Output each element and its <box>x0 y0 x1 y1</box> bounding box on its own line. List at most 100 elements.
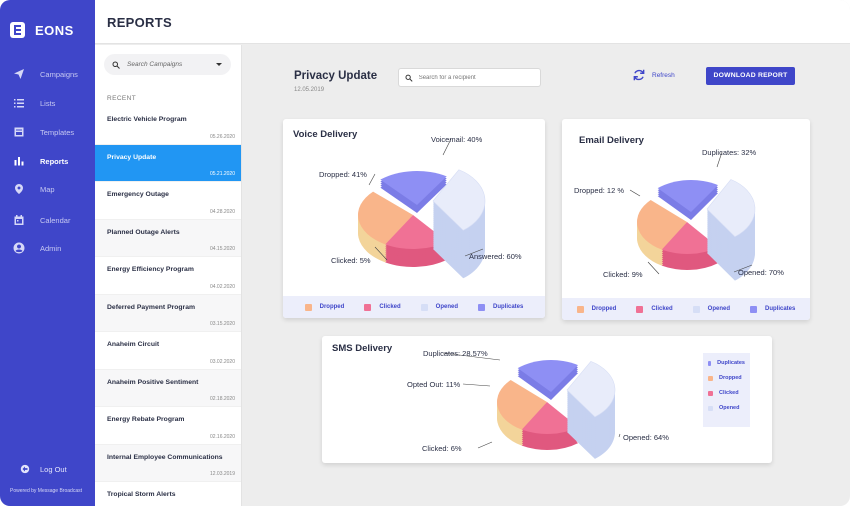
label-leader-line <box>464 248 484 257</box>
pie-label-opened: Answered: 60% <box>469 252 522 261</box>
legend-clicked: Clicked <box>708 390 745 396</box>
paper-plane-icon <box>10 66 28 82</box>
campaign-date: 03.15.2020 <box>209 321 235 327</box>
campaign-list-item[interactable]: Anaheim Positive Sentiment 02.18.2020 <box>95 369 241 407</box>
campaign-date: 04.28.2020 <box>209 208 235 215</box>
legend-duplicates-label: Duplicates <box>765 306 796 312</box>
campaign-list-item[interactable]: Energy Efficiency Program 04.02.2020 <box>95 257 241 295</box>
recipient-search[interactable] <box>398 68 541 87</box>
campaign-name: Internal Employee Communications <box>107 453 223 461</box>
campaign-date: 02.18.2020 <box>209 396 235 402</box>
nav-item-admin[interactable]: Admin <box>10 239 61 257</box>
opened-swatch <box>692 305 700 313</box>
nav-label-calendar: Calendar <box>40 215 71 225</box>
powered-by: Powered by Message Broadcast <box>10 488 82 494</box>
left-nav: EONS Campaigns Lists Templates Reports M… <box>0 0 95 506</box>
campaign-list-item[interactable]: Privacy Update 05.21.2020 <box>95 144 241 182</box>
nav-item-map[interactable]: Map <box>10 180 55 198</box>
logout-button[interactable]: Log Out <box>20 464 67 474</box>
legend-dropped-label: Dropped <box>719 375 742 381</box>
campaign-name: Tropical Storm Alerts <box>107 491 176 498</box>
nav-item-templates[interactable]: Templates <box>10 123 74 141</box>
legend-duplicates-label: Duplicates <box>717 360 745 366</box>
logout-label: Log Out <box>40 464 67 474</box>
report-title: Privacy Update <box>294 70 378 82</box>
campaign-date: 02.16.2020 <box>209 433 235 440</box>
legend-opened: Opened <box>708 405 745 411</box>
nav-item-lists[interactable]: Lists <box>10 94 55 112</box>
logout-icon <box>20 464 30 474</box>
campaign-date: 12.03.2019 <box>209 471 235 477</box>
label-leader-line <box>477 441 493 449</box>
legend-clicked-label: Clicked <box>719 390 739 396</box>
label-leader-line <box>374 246 388 261</box>
voice-delivery-card: Voice Delivery Dropped: 41% Clicked: 5% An… <box>283 119 545 318</box>
campaign-list-panel: RECENT Electric Vehicle Program 05.26.202… <box>95 45 242 506</box>
pie-slice-clicked <box>521 402 579 434</box>
campaign-list-item[interactable]: Emergency Outage 04.28.2020 <box>95 182 241 220</box>
campaign-list-item[interactable]: Internal Employee Communications 12.03.20… <box>95 444 241 482</box>
campaign-date: 04.15.2020 <box>209 246 235 252</box>
legend-opened: Opened <box>692 305 730 313</box>
pie-label-opened: Opened: 64% <box>623 433 669 442</box>
pie-slice-dropped <box>497 379 547 430</box>
campaign-name: Anaheim Circuit <box>107 341 160 348</box>
campaign-list-item[interactable]: Anaheim Circuit 03.02.2020 <box>95 332 241 370</box>
dropped-swatch <box>304 303 312 311</box>
nav-label-map: Map <box>40 184 55 194</box>
campaign-list-item[interactable]: Energy Rebate Program 02.16.2020 <box>95 407 241 445</box>
download-report-button[interactable]: DOWNLOAD REPORT <box>706 67 795 85</box>
pie-label-dropped: Opted Out: 11% <box>407 380 461 389</box>
pie-slice-dropped <box>637 199 687 250</box>
bar-chart-icon <box>10 153 28 169</box>
search-icon <box>405 74 413 82</box>
email-delivery-title: Email Delivery <box>579 135 644 146</box>
campaign-search-input[interactable] <box>127 61 209 68</box>
nav-label-templates: Templates <box>40 127 75 137</box>
legend-opened-label: Opened <box>435 304 458 310</box>
nav-item-campaigns[interactable]: Campaigns <box>10 65 78 83</box>
legend-dropped: Dropped <box>576 305 616 313</box>
nav-label-reports: Reports <box>40 156 69 166</box>
pie-label-duplicates: Duplicates: 28.57% <box>423 349 488 358</box>
campaign-search[interactable] <box>104 54 231 75</box>
nav-label-lists: Lists <box>40 98 56 108</box>
email-delivery-pie: Dropped: 12 % Clicked: 9% Opened: 70% Dupli… <box>574 148 784 281</box>
clicked-swatch <box>364 303 372 311</box>
recent-label: RECENT <box>107 95 137 102</box>
legend-opened-label: Opened <box>719 405 740 411</box>
pie-slice-clicked <box>661 222 719 254</box>
label-leader-line <box>442 138 452 156</box>
legend-clicked: Clicked <box>364 303 401 311</box>
nav-item-reports[interactable]: Reports <box>10 152 68 170</box>
brand-name: EONS <box>35 22 74 38</box>
nav-item-calendar[interactable]: Calendar <box>10 211 70 229</box>
chevron-down-icon[interactable] <box>216 63 222 66</box>
legend-duplicates: Duplicates <box>478 303 523 311</box>
dropped-swatch <box>708 375 713 381</box>
label-leader-line <box>618 433 621 438</box>
legend-clicked-label: Clicked <box>379 304 401 310</box>
eons-logo-icon <box>10 22 25 38</box>
legend-duplicates: Duplicates <box>750 305 796 313</box>
campaign-list: Electric Vehicle Program 05.26.2020 Privac… <box>95 107 241 506</box>
campaign-list-item[interactable]: Planned Outage Alerts 04.15.2020 <box>95 219 241 257</box>
pie-slice-opened <box>706 179 756 238</box>
voice-delivery-pie: Dropped: 41% Clicked: 5% Answered: 60% Voic… <box>319 135 522 279</box>
sms-delivery-pie: Opted Out: 11% Clicked: 6% Opened: 64% Dupl… <box>407 349 669 459</box>
recipient-search-input[interactable] <box>418 74 534 81</box>
campaign-list-item[interactable]: Deferred Payment Program 03.15.2020 <box>95 294 241 332</box>
refresh-icon <box>633 69 645 81</box>
campaign-list-item[interactable]: Electric Vehicle Program 05.26.2020 <box>95 107 241 145</box>
clicked-swatch <box>636 305 644 313</box>
legend-dropped-label: Dropped <box>319 304 345 310</box>
refresh-button[interactable]: Refresh <box>632 68 675 82</box>
legend-clicked: Clicked <box>636 305 673 313</box>
campaign-list-item[interactable]: Tropical Storm Alerts <box>95 482 241 506</box>
brand[interactable]: EONS <box>10 22 74 38</box>
label-leader-line <box>629 189 641 197</box>
pie-slice-dropped <box>358 191 413 245</box>
pie-label-duplicates: Voicemail: 40% <box>431 135 483 144</box>
nav-label-campaigns: Campaigns <box>40 69 78 79</box>
